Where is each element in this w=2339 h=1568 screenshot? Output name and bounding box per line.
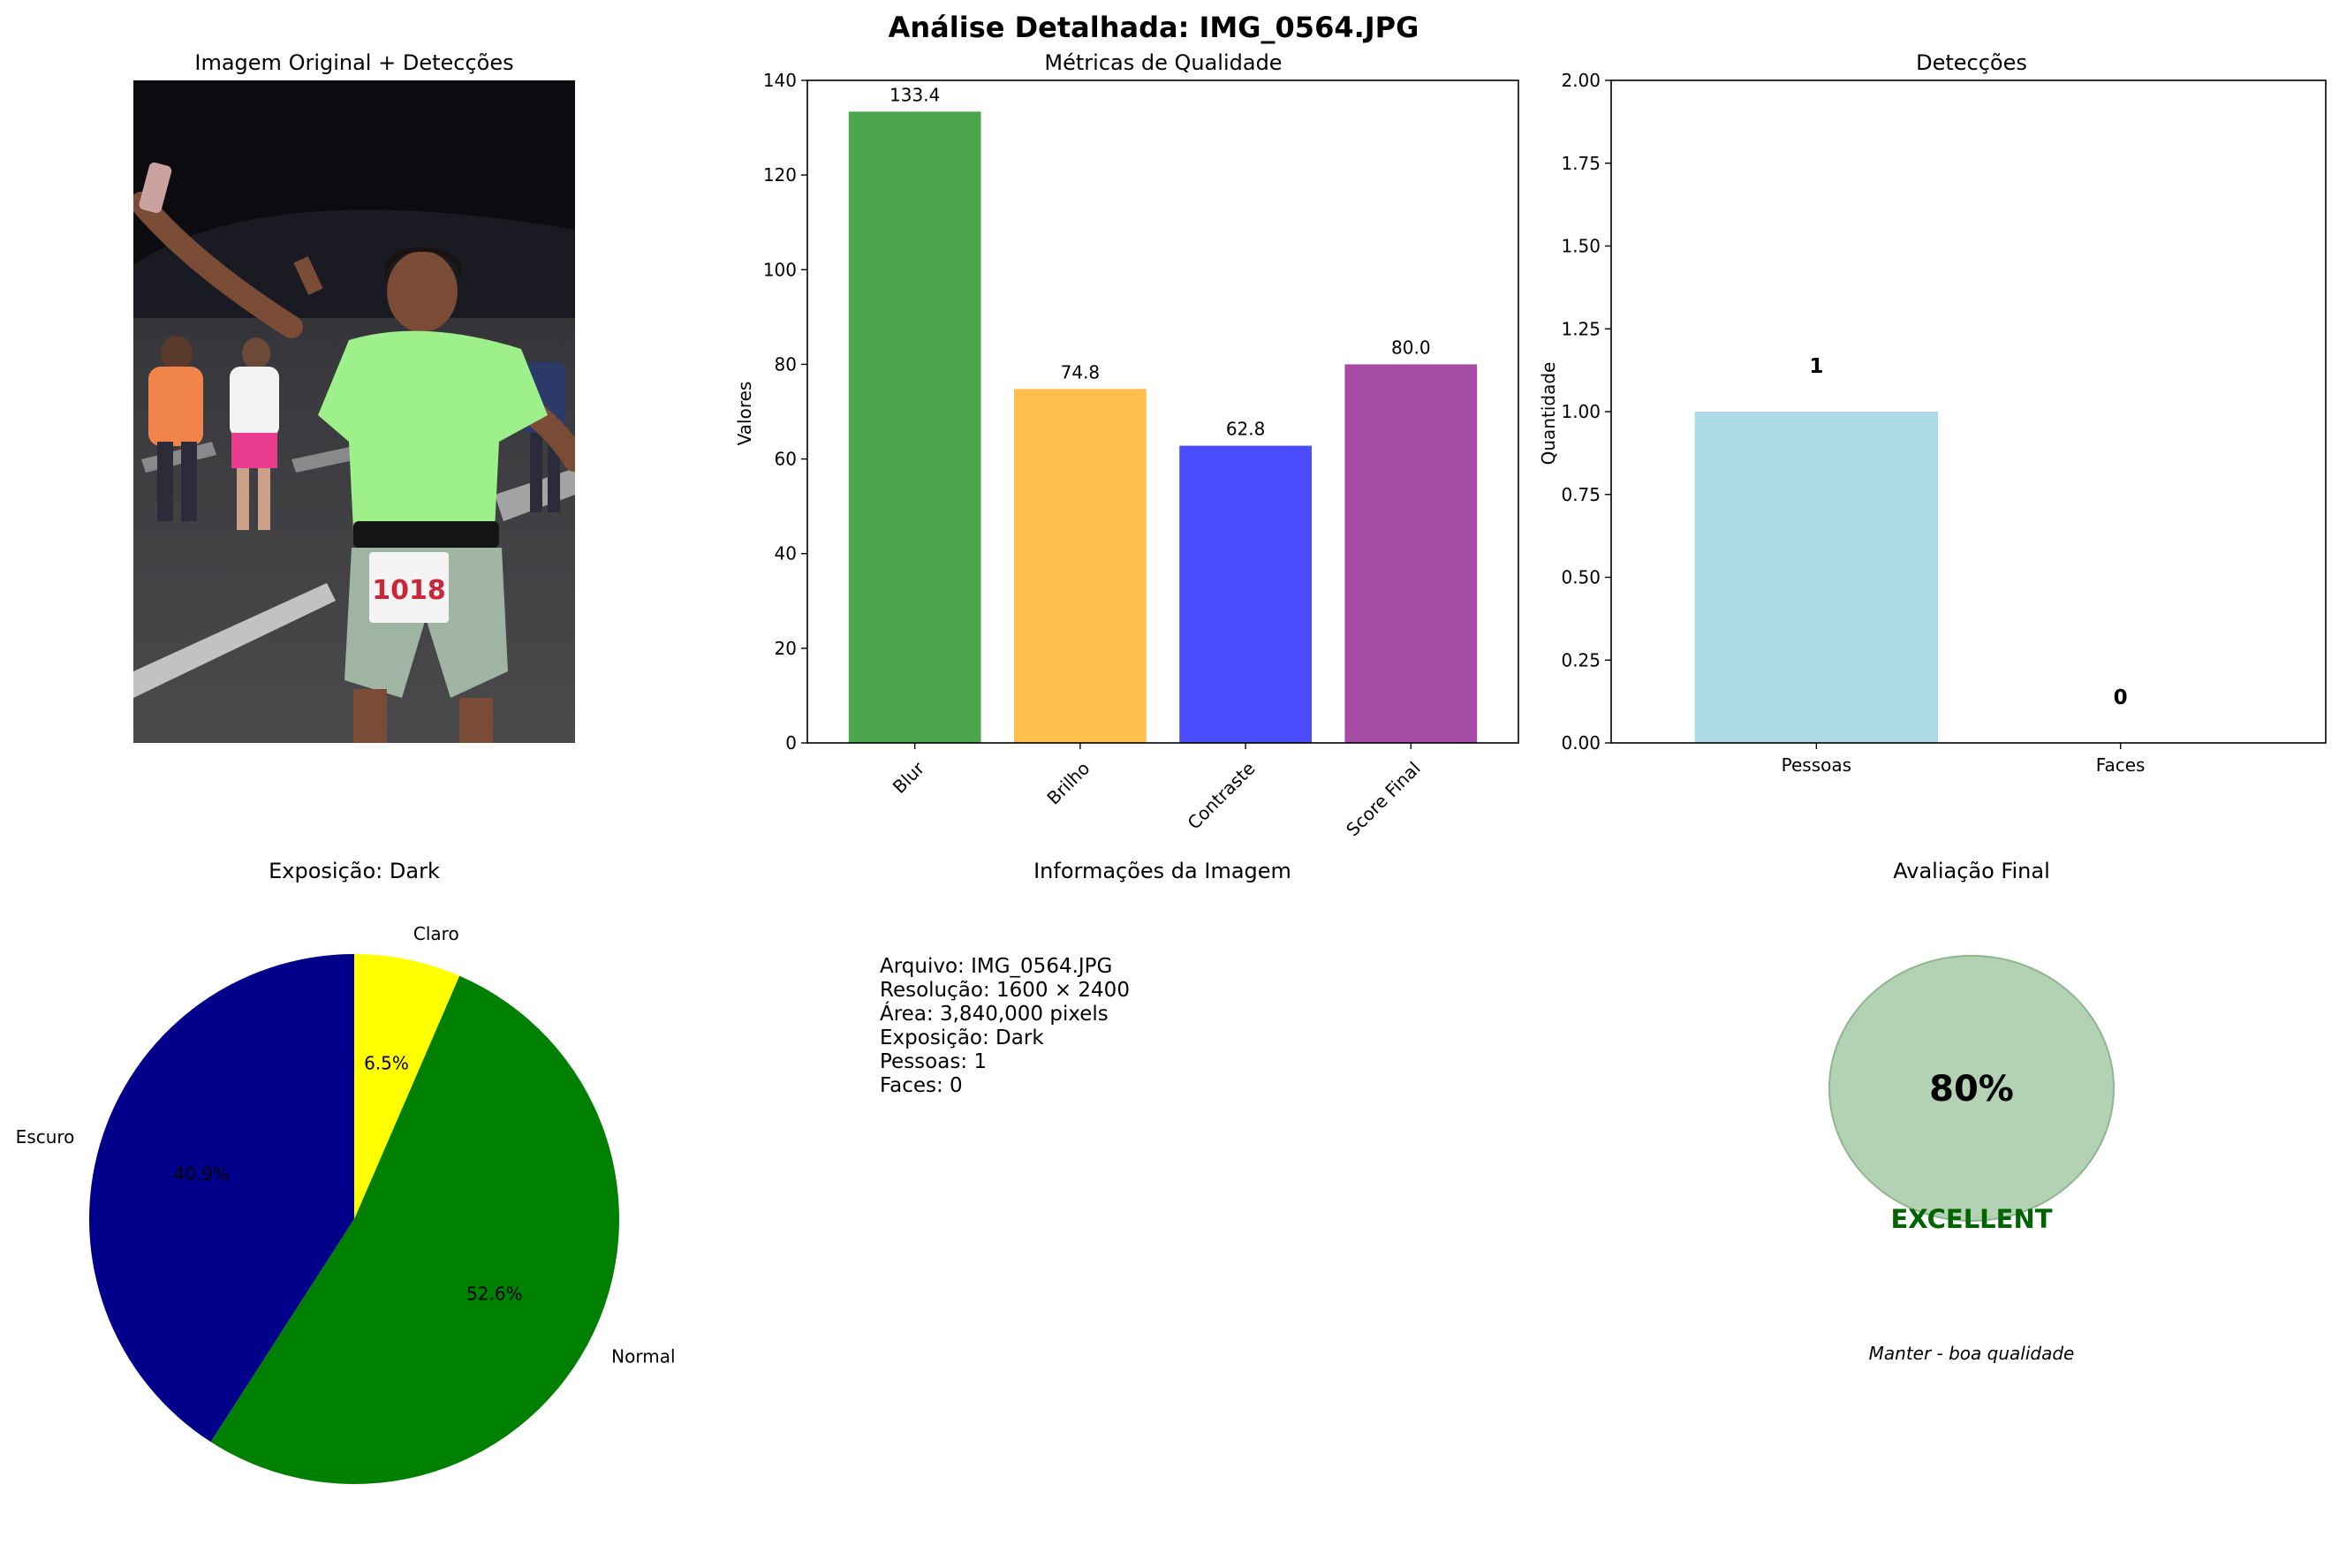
detections-y-axis-label: Quantidade xyxy=(1538,362,1559,466)
d-y-tick-label-4: 1.00 xyxy=(1561,401,1601,422)
info-line-exposure: Exposição: Dark xyxy=(880,1026,1044,1049)
d-y-tick-label-1: 0.25 xyxy=(1561,649,1601,670)
d-value-label-1: 0 xyxy=(2114,686,2128,709)
d-x-tick-label-1: Faces xyxy=(2096,754,2146,776)
d-y-tick-label-0: 0.00 xyxy=(1561,732,1601,754)
q-x-tick-label-2: Contraste xyxy=(1184,758,1260,834)
pie-percent-label-1: 52.6% xyxy=(466,1284,523,1305)
q-y-tick-label-0: 0 xyxy=(785,732,797,754)
info-panel-title: Informações da Imagem xyxy=(1033,859,1291,883)
d-y-tick-label-3: 0.75 xyxy=(1561,484,1601,505)
d-bar-0 xyxy=(1694,412,1939,743)
q-bar-2 xyxy=(1179,445,1312,743)
pie-percent-label-0: 40.9% xyxy=(174,1163,231,1185)
q-x-tick-label-1: Brilho xyxy=(1042,758,1094,809)
quality-metrics-chart: Métricas de Qualidade Valores 133.4 74.8 6… xyxy=(734,50,1519,841)
d-value-label-0: 1 xyxy=(1809,355,1823,378)
image-panel-title: Imagem Original + Detecções xyxy=(194,50,513,75)
quality-axes-frame xyxy=(806,80,1519,744)
original-photo: 1018 xyxy=(133,80,575,743)
pie-category-label-1: Normal xyxy=(611,1345,675,1367)
figure-title: Análise Detalhada: IMG_0564.JPG xyxy=(889,11,1419,44)
pie-slice-2 xyxy=(354,954,460,1219)
image-info-panel: Informações da Imagem Arquivo: IMG_0564.… xyxy=(880,859,1291,1097)
info-line-faces: Faces: 0 xyxy=(880,1074,963,1097)
q-y-tick-label-1: 20 xyxy=(775,638,797,659)
q-y-tick-label-2: 40 xyxy=(775,543,797,564)
detections-chart-title: Detecções xyxy=(1916,50,2027,75)
d-y-tick-label-8: 2.00 xyxy=(1561,70,1601,91)
svg-text:1018: 1018 xyxy=(372,575,446,606)
d-x-tick-label-0: Pessoas xyxy=(1782,754,1851,776)
pie-category-label-0: Escuro xyxy=(16,1126,75,1148)
final-panel-title: Avaliação Final xyxy=(1893,859,2050,883)
d-y-tick-label-7: 1.75 xyxy=(1561,153,1601,174)
q-bar-1 xyxy=(1014,389,1147,743)
exposure-chart-title: Exposição: Dark xyxy=(269,859,440,883)
info-line-area: Área: 3,840,000 pixels xyxy=(880,1001,1109,1026)
exposure-pie-chart: Exposição: Dark Escuro 40.9% Normal 52.6% Cl… xyxy=(16,859,676,1484)
info-line-resolution: Resolução: 1600 × 2400 xyxy=(880,979,1130,1002)
final-rating: EXCELLENT xyxy=(1890,1204,2052,1234)
q-value-label-1: 74.8 xyxy=(1061,361,1101,383)
q-value-label-0: 133.4 xyxy=(889,84,940,105)
q-y-tick-label-5: 100 xyxy=(763,259,797,280)
q-x-tick-label-0: Blur xyxy=(889,757,929,798)
d-y-tick-label-2: 0.50 xyxy=(1561,567,1601,588)
pie-category-label-2: Claro xyxy=(413,923,459,944)
info-line-file: Arquivo: IMG_0564.JPG xyxy=(880,955,1112,978)
pie-slice-1 xyxy=(210,975,619,1484)
quality-y-axis-label: Valores xyxy=(734,382,755,446)
final-evaluation-panel: Avaliação Final 80% EXCELLENT Manter - b… xyxy=(1828,859,2115,1364)
pie-percent-label-2: 6.5% xyxy=(364,1053,409,1074)
score-circle xyxy=(1828,955,2115,1222)
info-line-people: Pessoas: 1 xyxy=(880,1050,987,1073)
detections-axes-frame xyxy=(1610,80,2327,744)
quality-chart-title: Métricas de Qualidade xyxy=(1044,50,1282,75)
d-y-tick-label-6: 1.50 xyxy=(1561,236,1601,257)
q-value-label-3: 80.0 xyxy=(1391,337,1431,358)
q-y-tick-label-6: 120 xyxy=(763,164,797,186)
final-recommendation: Manter - boa qualidade xyxy=(1869,1343,2075,1364)
q-x-tick-label-3: Score Final xyxy=(1342,758,1425,841)
q-y-tick-label-7: 140 xyxy=(763,70,797,91)
q-bar-0 xyxy=(848,111,981,744)
pie-slice-0 xyxy=(89,954,354,1443)
q-y-tick-label-4: 80 xyxy=(775,353,797,375)
detections-chart: Detecções Quantidade 1 0 0.00 0.25 0.50 0.75… xyxy=(1538,50,2327,776)
final-score-value: 80% xyxy=(1929,1069,2014,1110)
q-y-tick-label-3: 60 xyxy=(775,449,797,470)
d-y-tick-label-5: 1.25 xyxy=(1561,318,1601,339)
q-bar-3 xyxy=(1344,364,1478,743)
q-value-label-2: 62.8 xyxy=(1226,419,1266,440)
